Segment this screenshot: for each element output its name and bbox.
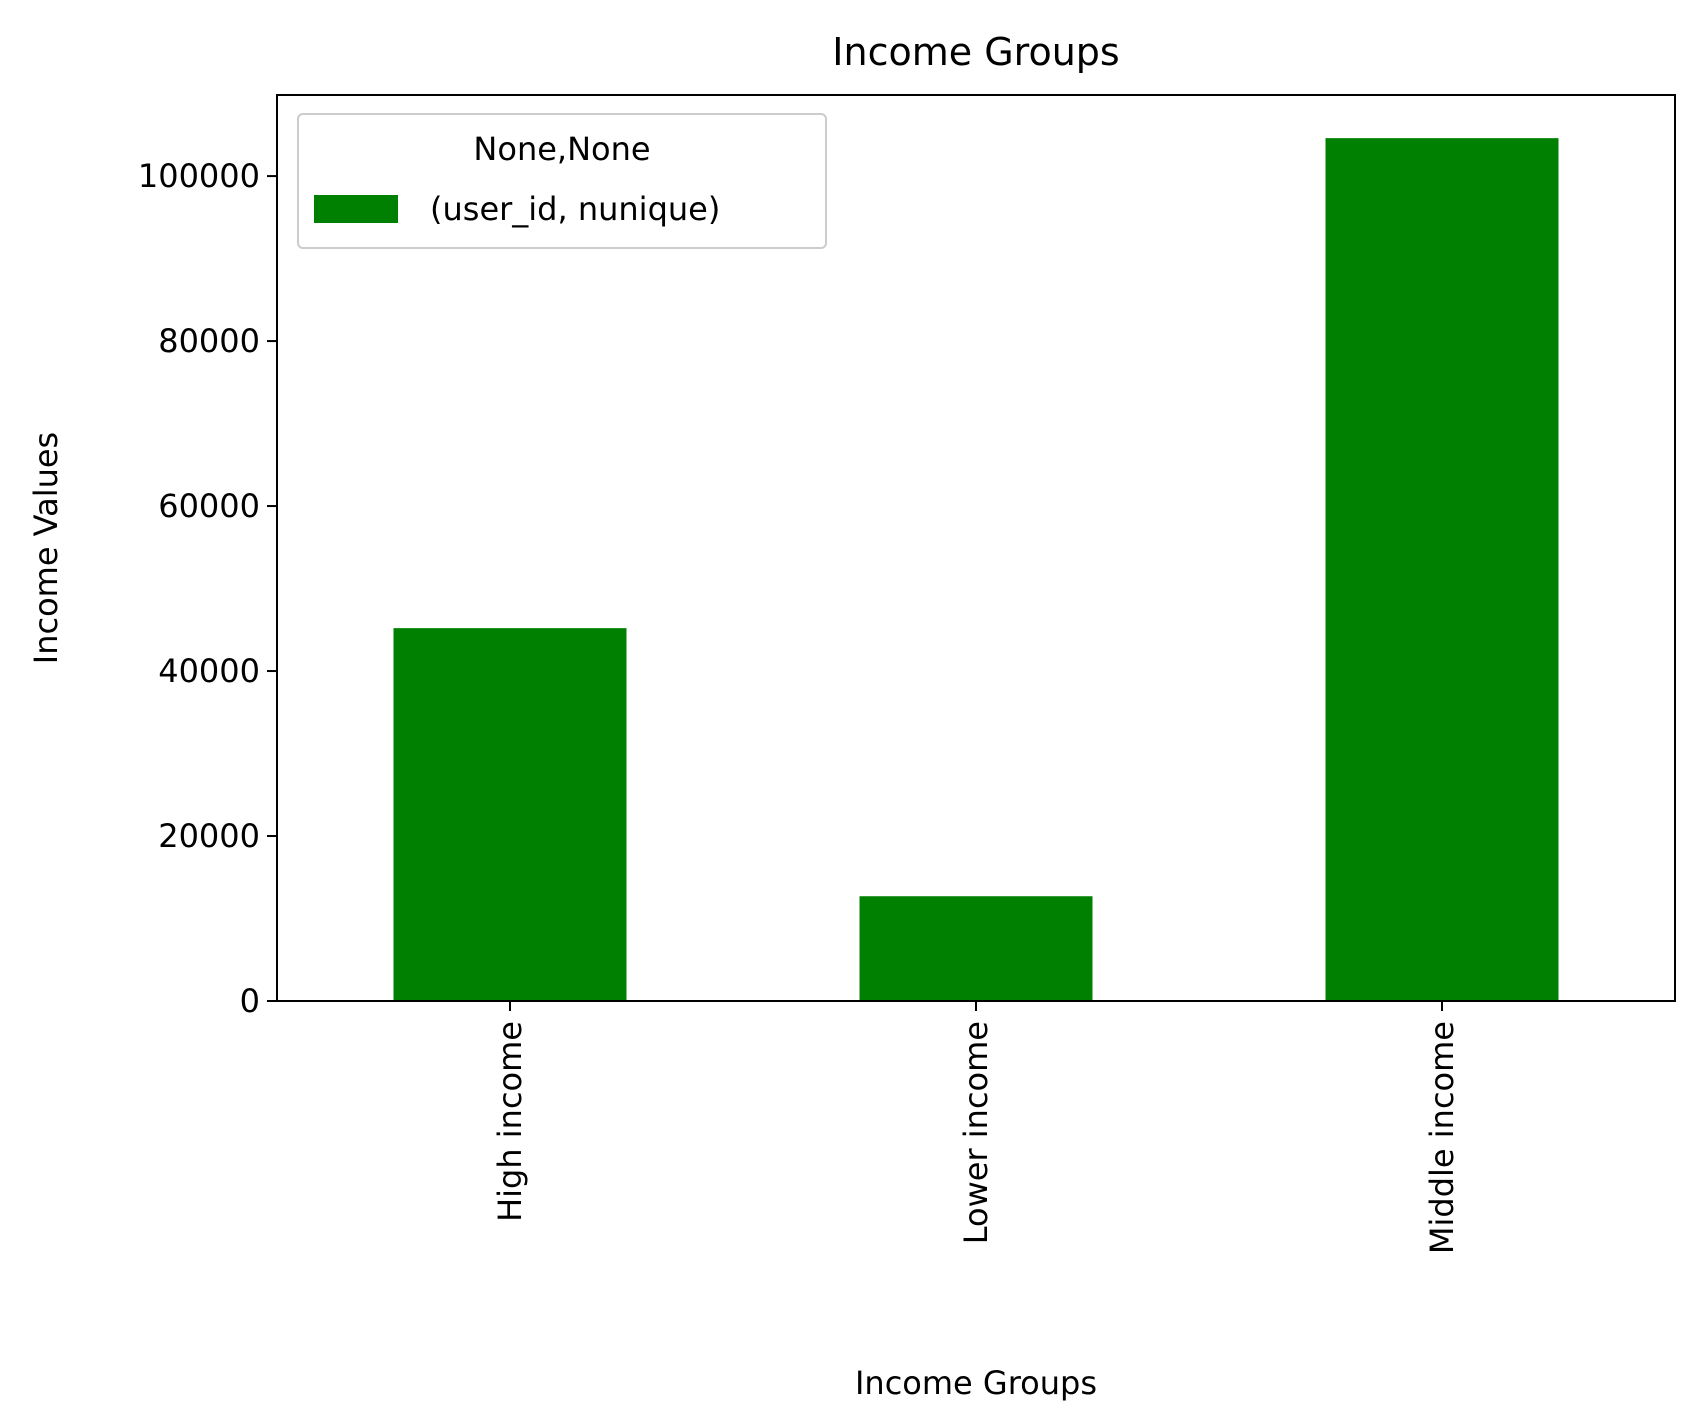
bar-middle-income [1325, 138, 1559, 1002]
legend-box [297, 113, 827, 249]
legend-title: None,None [473, 130, 650, 168]
plot-frame [276, 94, 1676, 1002]
y-tick-label: 20000 [158, 817, 260, 855]
x-tick-label: High income [491, 1021, 529, 1222]
y-axis-ticks: 0 20000 40000 60000 80000 100000 [138, 157, 277, 1020]
y-tick-label: 0 [240, 982, 260, 1020]
y-tick-label: 40000 [158, 652, 260, 690]
legend: None,None (user_id, nunique) [297, 113, 827, 249]
x-tick-label: Lower income [957, 1021, 995, 1244]
bars-layer [393, 138, 1559, 1002]
legend-swatch [314, 195, 398, 223]
y-tick-label: 100000 [138, 157, 260, 195]
legend-entry-label: (user_id, nunique) [430, 190, 720, 228]
y-tick-label: 80000 [158, 322, 260, 360]
x-axis-ticks: High income Lower income Middle income [491, 1001, 1461, 1254]
y-tick-label: 60000 [158, 487, 260, 525]
x-axis-label: Income Groups [855, 1364, 1097, 1402]
bar-lower-income [859, 896, 1093, 1001]
x-tick-label: Middle income [1423, 1021, 1461, 1254]
bar-high-income [393, 628, 627, 1001]
chart-title: Income Groups [832, 30, 1119, 74]
y-axis-label: Income Values [27, 432, 65, 664]
